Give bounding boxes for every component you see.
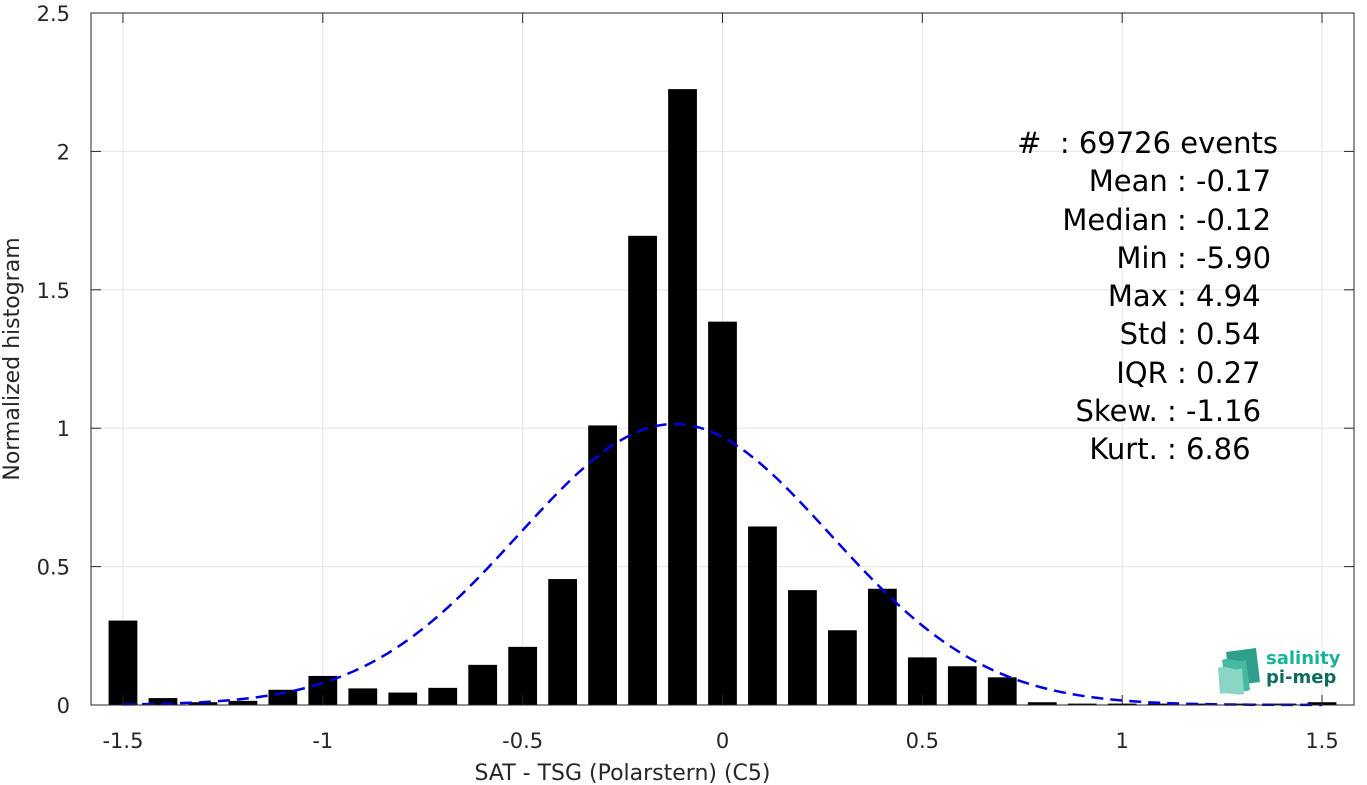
y-tick-label: 2 — [57, 140, 70, 164]
stat-min: Min : -5.90 — [1116, 240, 1272, 275]
histogram-bars — [108, 89, 1337, 706]
histogram-bar — [867, 588, 897, 705]
histogram-bar — [428, 687, 458, 705]
histogram-bar — [668, 89, 697, 706]
x-tick-label: -1 — [312, 729, 333, 753]
stat-iqr: IQR : 0.27 — [1116, 355, 1261, 390]
statistics-panel: # : 69726 events Mean : -0.17 Median : -… — [960, 124, 1278, 469]
histogram-bar — [1067, 703, 1097, 705]
histogram-bar — [228, 700, 258, 705]
histogram-bar — [108, 620, 138, 705]
histogram-bar — [708, 321, 737, 705]
histogram-bar — [1027, 702, 1057, 705]
axis-ticks: -1.5 -1 -0.5 0 0.5 1 1.5 0 0.5 1 1.5 2 2.5 — [37, 2, 1354, 753]
histogram-bar — [188, 702, 218, 705]
x-tick-label: 0.5 — [906, 729, 939, 753]
x-tick-label: -0.5 — [502, 729, 543, 753]
x-tick-label: 1 — [1115, 729, 1128, 753]
histogram-bar — [1187, 703, 1217, 705]
stat-mean: Mean : -0.17 — [1088, 164, 1272, 199]
histogram-bar — [828, 630, 857, 705]
histogram-bar — [1147, 703, 1177, 705]
y-axis-label: Normalized histogram — [0, 237, 25, 480]
histogram-bar — [388, 692, 418, 705]
x-tick-label: 0 — [716, 729, 729, 753]
logo-line2: pi-mep — [1266, 667, 1337, 688]
logo-wave-icon — [1218, 648, 1260, 695]
y-tick-label: 0 — [57, 694, 70, 718]
x-tick-label: -1.5 — [102, 729, 143, 753]
histogram-bar — [788, 590, 817, 705]
y-tick-label: 0.5 — [37, 556, 70, 580]
y-tick-label: 2.5 — [37, 2, 70, 26]
histogram-bar — [588, 425, 617, 705]
histogram-bar — [628, 235, 657, 705]
stat-kurt: Kurt. : 6.86 — [1089, 432, 1251, 467]
histogram-bar — [1227, 703, 1257, 705]
histogram-bar — [148, 698, 178, 705]
stat-max: Max : 4.94 — [1107, 279, 1261, 314]
stat-events: # : 69726 events — [1017, 126, 1278, 160]
histogram-bar — [468, 664, 498, 705]
histogram-bar — [947, 666, 977, 705]
logo-line1: salinity — [1266, 648, 1341, 669]
stat-median: Median : -0.12 — [1062, 202, 1272, 237]
histogram-bar — [748, 526, 777, 705]
histogram-bar — [548, 579, 578, 705]
y-tick-label: 1.5 — [37, 279, 70, 303]
y-tick-label: 1 — [57, 417, 70, 441]
stat-std: Std : 0.54 — [1119, 317, 1261, 352]
histogram-bar — [348, 688, 378, 705]
salinity-pi-mep-logo: salinity pi-mep — [1216, 646, 1346, 696]
x-tick-label: 1.5 — [1305, 729, 1338, 753]
histogram-bar — [987, 677, 1017, 705]
stat-skew: Skew. : -1.16 — [1075, 394, 1262, 429]
x-axis-label: SAT - TSG (Polarstern) (C5) — [474, 761, 770, 785]
